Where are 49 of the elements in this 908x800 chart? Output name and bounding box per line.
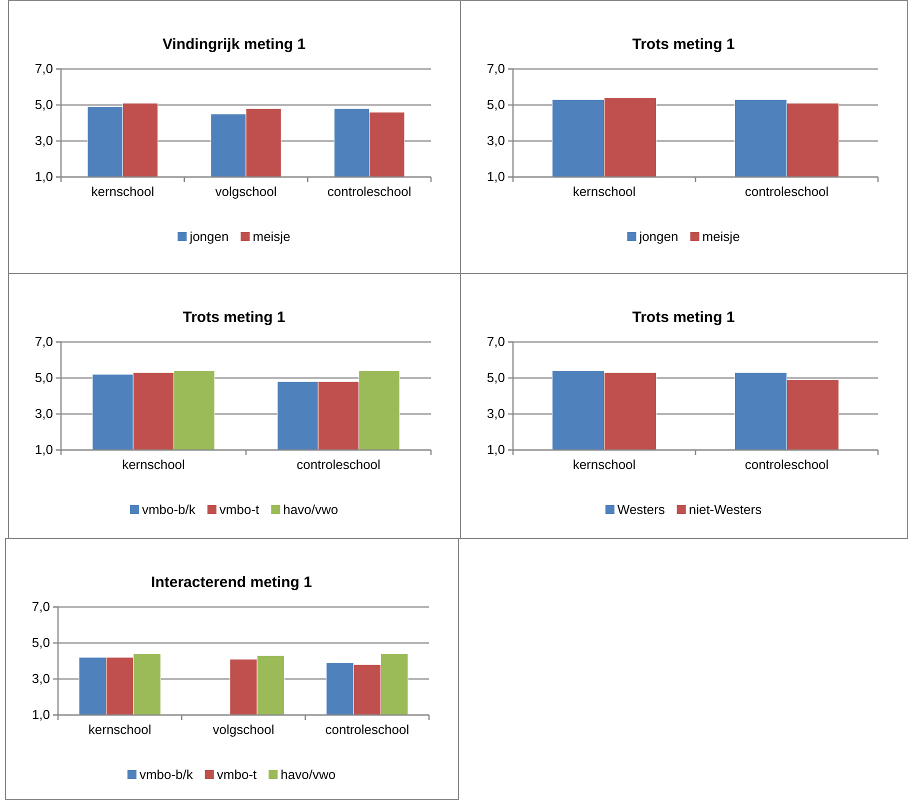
x-tick-label: kernschool [572,457,636,472]
x-tick-label: volgschool [212,722,274,738]
x-tick-label: kernschool [122,457,186,472]
chart-title: Trots meting 1 [632,36,735,53]
legend-label: vmbo-b/k [142,502,196,517]
legend-label: vmbo-t [219,502,260,517]
y-tick-label: 3,0 [34,406,53,422]
legend-label: niet-Westers [688,502,762,517]
y-tick-label: 5,0 [34,370,53,386]
legend-label: jongen [188,229,229,244]
x-tick-label: kernschool [572,184,636,200]
y-tick-label: 7,0 [34,61,53,76]
legend-label: Westers [617,502,666,517]
x-tick-label: controleschool [325,722,410,738]
y-tick-label: 3,0 [32,671,50,686]
chart-title: Trots meting 1 [632,309,735,326]
y-tick-label: 1,0 [34,442,53,458]
legend-label: vmbo-t [216,767,258,782]
legend-label: havo/vwo [280,767,336,782]
chart-title: Interacterend meting 1 [151,574,312,591]
legend-label: jongen [638,229,678,244]
x-tick-label: kernschool [91,184,154,200]
y-tick-label: 5,0 [486,370,505,386]
y-tick-label: 7,0 [34,334,53,350]
y-tick-label: 7,0 [32,599,50,614]
y-tick-label: 3,0 [486,406,505,422]
legend-label: meisje [702,229,740,244]
x-tick-label: kernschool [88,722,152,738]
x-tick-label: volgschool [215,184,277,200]
chart-title: Trots meting 1 [182,309,286,326]
x-tick-label: controleschool [744,184,829,200]
x-tick-label: controleschool [327,184,412,200]
y-tick-label: 5,0 [486,97,505,112]
legend-label: vmbo-b/k [139,767,194,782]
legend-label: havo/vwo [283,502,338,517]
y-tick-label: 1,0 [32,707,50,722]
y-tick-label: 7,0 [486,334,505,350]
y-tick-label: 1,0 [486,442,505,458]
y-tick-label: 3,0 [34,133,53,148]
y-tick-label: 5,0 [34,97,53,112]
x-tick-label: controleschool [296,457,381,472]
x-tick-label: controleschool [744,457,829,472]
y-tick-label: 1,0 [34,169,53,184]
chart-title: Vindingrijk meting 1 [162,36,306,53]
y-tick-label: 7,0 [486,61,505,76]
y-tick-label: 3,0 [486,133,505,148]
legend-label: meisje [252,229,290,244]
y-tick-label: 5,0 [32,635,50,650]
y-tick-label: 1,0 [486,169,505,184]
